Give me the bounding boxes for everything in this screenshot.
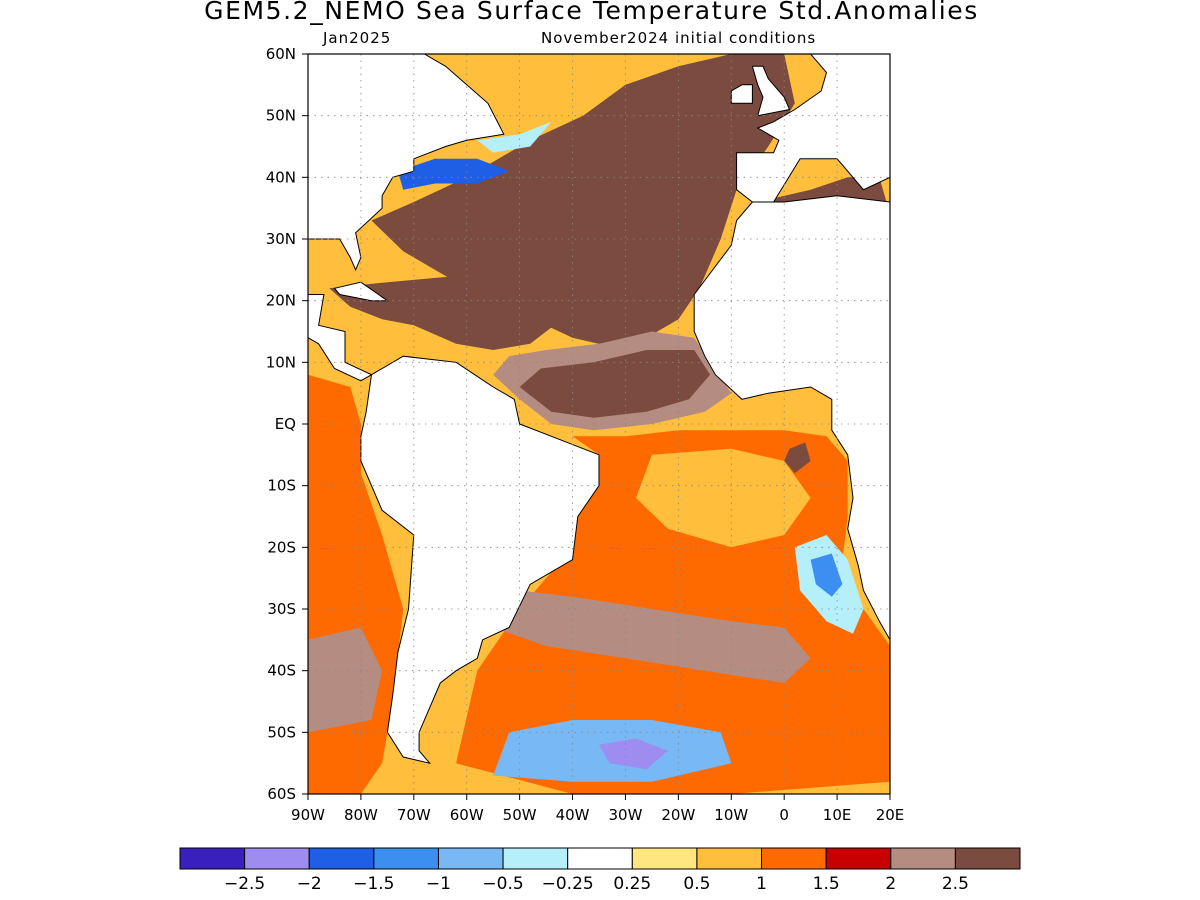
colorbar-swatch bbox=[502, 847, 569, 870]
lon-tick-label: 50W bbox=[503, 806, 537, 824]
colorbar-swatch bbox=[308, 847, 375, 870]
colorbar-swatch bbox=[761, 847, 827, 870]
lat-tick-label: 30N bbox=[266, 230, 296, 248]
lat-tick-label: 30S bbox=[267, 600, 296, 618]
anomaly-region-caribbean-warm bbox=[329, 276, 562, 350]
lon-tick-label: 10W bbox=[714, 806, 748, 824]
lat-tick-label: 20S bbox=[267, 538, 296, 556]
colorbar: −2.5 −2 −1.5 −1 −0.5 −0.25 0.25 0.5 1 1.5 2 2.5 bbox=[179, 847, 1021, 894]
lon-tick-label: 80W bbox=[344, 806, 378, 824]
lat-tick-label: 60S bbox=[267, 785, 296, 803]
lon-tick-label: 40W bbox=[556, 806, 590, 824]
lon-tick-label: 20W bbox=[661, 806, 695, 824]
colorbar-swatch bbox=[244, 847, 310, 870]
colorbar-swatch bbox=[373, 847, 439, 870]
land-great-britain bbox=[751, 65, 791, 117]
anomaly-region-south-atlantic-light bbox=[636, 448, 811, 548]
colorbar-label: 0.5 bbox=[683, 874, 710, 894]
lat-tick-label: 40N bbox=[266, 168, 296, 186]
lat-tick-label: 50S bbox=[267, 723, 296, 741]
lat-tick-label: 60N bbox=[266, 45, 296, 63]
colorbar-label: −0.5 bbox=[482, 874, 523, 894]
longitude-axis: 90W 80W 70W 60W 50W 40W 30W 20W 10W 0 10E 20E bbox=[291, 794, 904, 824]
anomaly-region-gulf-stream-cold bbox=[397, 158, 510, 190]
land-north-america bbox=[308, 54, 505, 272]
anomaly-region-eastern-pacific-strong bbox=[308, 627, 383, 733]
colorbar-label: −1 bbox=[426, 874, 451, 894]
anomaly-region-north-atlantic-subtropical-warm bbox=[371, 54, 795, 350]
land-layer bbox=[308, 54, 890, 765]
lon-tick-label: 20E bbox=[876, 806, 905, 824]
lon-tick-label: 70W bbox=[397, 806, 431, 824]
anomaly-region-labrador-cool bbox=[477, 121, 552, 153]
colorbar-swatch bbox=[825, 847, 892, 870]
valid-month-label: Jan2025 bbox=[323, 29, 392, 47]
colorbar-swatch bbox=[954, 847, 1021, 870]
lat-tick-label: 20N bbox=[266, 292, 296, 310]
colorbar-label: −0.25 bbox=[542, 874, 594, 894]
colorbar-label: 1.5 bbox=[813, 874, 840, 894]
land-africa bbox=[693, 195, 890, 641]
colorbar-label: −2.5 bbox=[224, 874, 265, 894]
colorbar-swatch bbox=[437, 847, 504, 870]
lon-tick-label: 0 bbox=[779, 806, 789, 824]
init-conditions-label: November2024 initial conditions bbox=[541, 29, 817, 47]
lon-tick-label: 90W bbox=[291, 806, 325, 824]
anomaly-region-tropical-atlantic-core bbox=[519, 350, 711, 418]
colorbar-label: 1 bbox=[756, 874, 767, 894]
anomaly-region-southern-ocean-cold-core bbox=[599, 738, 668, 770]
page-title: GEM5.2_NEMO Sea Surface Temperature Std.… bbox=[204, 0, 979, 25]
colorbar-swatch bbox=[631, 847, 698, 870]
lon-tick-label: 60W bbox=[450, 806, 484, 824]
lat-tick-label: 50N bbox=[266, 107, 296, 125]
colorbar-swatch bbox=[890, 847, 956, 870]
land-europe bbox=[736, 54, 890, 203]
colorbar-label: 2 bbox=[885, 874, 896, 894]
latitude-axis: 60N 50N 40N 30N 20N 10N EQ 10S 20S 30S 40S 50S 60S bbox=[266, 45, 308, 803]
colorbar-swatch bbox=[179, 847, 246, 870]
anomaly-region-benguela-cold-core bbox=[810, 553, 843, 597]
lat-tick-label: EQ bbox=[275, 415, 296, 433]
lat-tick-label: 10S bbox=[267, 477, 296, 495]
colorbar-label: −2 bbox=[297, 874, 322, 894]
lat-tick-label: 40S bbox=[267, 662, 296, 680]
colorbar-label: −1.5 bbox=[353, 874, 394, 894]
lat-tick-label: 10N bbox=[266, 353, 296, 371]
colorbar-label: 2.5 bbox=[942, 874, 969, 894]
colorbar-label: 0.25 bbox=[613, 874, 651, 894]
anomaly-region-angola-warm-spot bbox=[784, 442, 811, 474]
land-cuba bbox=[333, 281, 389, 302]
lon-tick-label: 10E bbox=[823, 806, 852, 824]
colorbar-swatch bbox=[696, 847, 763, 870]
lon-tick-label: 30W bbox=[608, 806, 642, 824]
colorbar-swatch bbox=[567, 847, 633, 870]
